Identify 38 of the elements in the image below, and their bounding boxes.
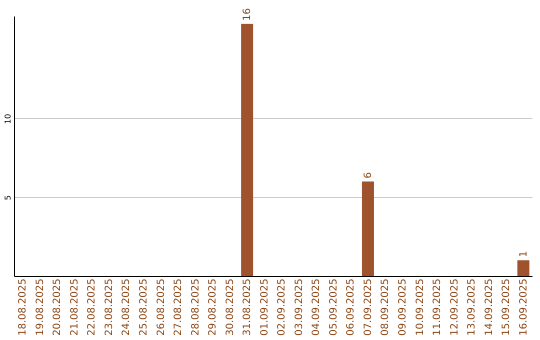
bar [362,181,374,276]
bar [517,260,530,276]
y-tick-label: 10 [4,114,12,124]
x-tick-label: 24.08.2025 [121,278,132,336]
x-tick-label: 28.08.2025 [190,278,202,336]
x-tick-label: 15.09.2025 [501,278,512,336]
x-tick-label: 04.09.2025 [311,278,322,336]
x-tick-label: 30.08.2025 [224,278,236,336]
x-tick-label: 02.09.2025 [276,278,288,336]
x-tick-label: 05.09.2025 [328,278,340,336]
x-tick-label: 26.08.2025 [156,278,167,336]
x-tick-label: 13.09.2025 [466,278,478,336]
x-tick-label: 11.09.2025 [432,278,444,336]
x-tick-label: 21.08.2025 [69,278,80,336]
x-tick-label: 19.08.2025 [34,278,46,336]
x-tick-label: 25.08.2025 [138,278,150,336]
x-tick-label: 22.08.2025 [86,278,98,336]
x-tick-label: 14.09.2025 [484,278,495,336]
x-tick-label: 20.08.2025 [52,278,64,336]
bar [241,24,254,276]
x-tick-label: 31.08.2025 [242,278,254,336]
x-tick-label: 29.08.2025 [208,278,219,336]
x-tick-label: 27.08.2025 [173,278,184,336]
x-tick-label: 09.09.2025 [398,278,408,336]
y-tick-label: 5 [4,195,12,200]
x-tick-label: 03.09.2025 [294,278,305,336]
x-tick-label: 08.09.2025 [380,278,392,336]
x-tick-label: 18.08.2025 [18,278,29,336]
x-tick-label: 12.09.2025 [449,278,460,336]
x-tick-label: 16.09.2025 [518,278,530,336]
x-tick-label: 10.09.2025 [414,278,426,336]
x-tick-label: 06.09.2025 [346,278,357,336]
x-tick-label: 07.09.2025 [362,278,374,336]
data-label: 16 [242,8,254,21]
data-label: 1 [518,250,530,258]
x-tick-label: 01.09.2025 [259,278,270,336]
data-label: 6 [362,172,374,178]
x-tick-label: 23.08.2025 [104,278,115,336]
